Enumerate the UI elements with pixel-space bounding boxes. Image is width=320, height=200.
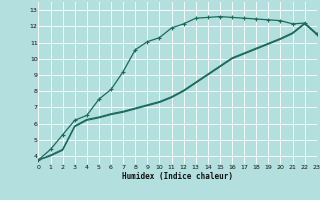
- X-axis label: Humidex (Indice chaleur): Humidex (Indice chaleur): [122, 172, 233, 181]
